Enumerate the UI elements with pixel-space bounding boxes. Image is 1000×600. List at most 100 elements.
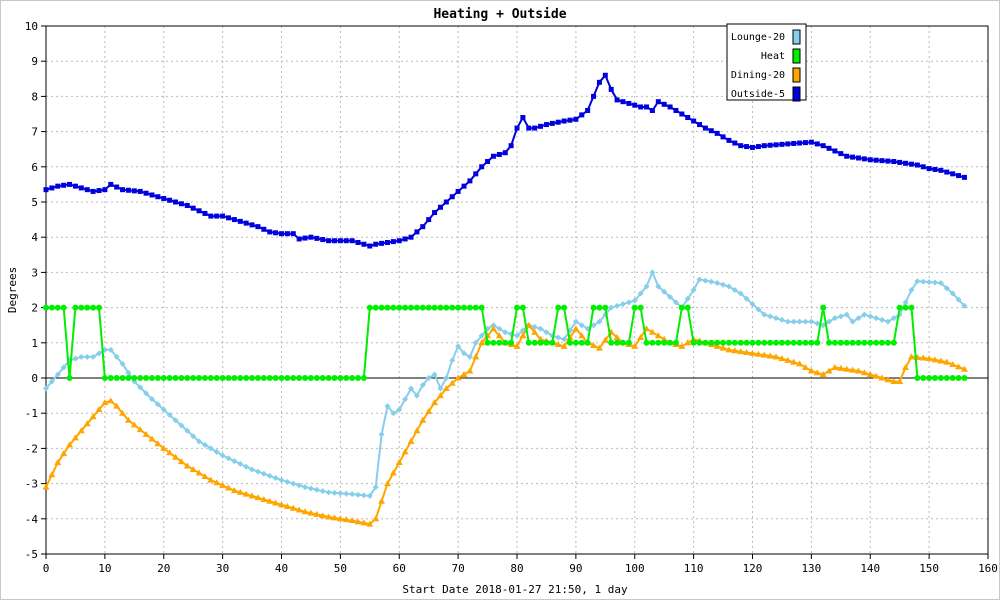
y-tick-label: 3 bbox=[31, 266, 38, 279]
data-point-lounge-20 bbox=[696, 276, 703, 283]
data-point-dining-20 bbox=[631, 342, 639, 349]
data-point-outside-5 bbox=[632, 102, 638, 108]
data-point-dining-20 bbox=[925, 355, 933, 362]
data-point-heat bbox=[455, 304, 462, 311]
data-point-lounge-20 bbox=[708, 278, 715, 285]
x-tick-label: 100 bbox=[625, 562, 645, 575]
data-point-dining-20 bbox=[401, 448, 409, 455]
data-point-outside-5 bbox=[873, 157, 879, 163]
data-point-dining-20 bbox=[383, 480, 391, 487]
data-point-outside-5 bbox=[767, 142, 773, 148]
x-tick-label: 10 bbox=[98, 562, 111, 575]
data-point-dining-20 bbox=[778, 355, 786, 362]
data-point-lounge-20 bbox=[955, 296, 962, 303]
data-point-dining-20 bbox=[213, 479, 221, 486]
legend: Lounge-20 Heat Dining-20 Outside-5 bbox=[726, 23, 807, 102]
data-point-heat bbox=[302, 375, 309, 381]
legend-swatch-lounge-20 bbox=[792, 29, 801, 45]
x-axis-label: Start Date 2018-01-27 21:50, 1 day bbox=[402, 583, 628, 596]
x-tick-label: 120 bbox=[743, 562, 763, 575]
data-point-dining-20 bbox=[166, 449, 174, 456]
data-point-outside-5 bbox=[455, 188, 461, 194]
data-point-dining-20 bbox=[60, 450, 68, 457]
data-point-lounge-20 bbox=[761, 311, 768, 318]
data-point-heat bbox=[672, 339, 679, 346]
data-point-heat bbox=[667, 339, 674, 346]
data-point-outside-5 bbox=[61, 182, 67, 188]
data-point-heat bbox=[519, 304, 526, 311]
data-point-heat bbox=[266, 375, 273, 381]
data-point-outside-5 bbox=[414, 229, 420, 235]
data-point-lounge-20 bbox=[932, 279, 939, 286]
data-point-lounge-20 bbox=[378, 431, 385, 438]
data-point-lounge-20 bbox=[213, 448, 220, 455]
data-point-heat bbox=[184, 375, 191, 381]
data-point-lounge-20 bbox=[855, 315, 862, 322]
data-point-outside-5 bbox=[55, 183, 61, 189]
data-point-lounge-20 bbox=[43, 385, 49, 392]
data-point-outside-5 bbox=[43, 187, 49, 193]
data-point-lounge-20 bbox=[225, 455, 232, 462]
data-point-lounge-20 bbox=[178, 422, 185, 429]
data-point-outside-5 bbox=[208, 213, 214, 219]
data-point-dining-20 bbox=[177, 458, 185, 465]
data-point-heat bbox=[54, 304, 61, 311]
data-point-heat bbox=[443, 304, 450, 311]
data-point-outside-5 bbox=[402, 236, 408, 242]
data-point-outside-5 bbox=[173, 199, 179, 205]
data-point-outside-5 bbox=[67, 181, 73, 187]
data-point-outside-5 bbox=[261, 226, 267, 232]
data-point-heat bbox=[932, 375, 939, 381]
data-point-dining-20 bbox=[884, 376, 892, 383]
data-point-dining-20 bbox=[860, 369, 868, 376]
data-point-outside-5 bbox=[950, 171, 956, 177]
data-point-dining-20 bbox=[772, 353, 780, 360]
data-point-lounge-20 bbox=[614, 302, 621, 309]
data-point-outside-5 bbox=[508, 143, 514, 149]
data-point-heat bbox=[855, 339, 862, 346]
data-point-outside-5 bbox=[326, 238, 332, 244]
data-point-outside-5 bbox=[78, 185, 84, 191]
data-point-outside-5 bbox=[791, 140, 797, 146]
data-point-heat bbox=[154, 375, 161, 381]
data-point-heat bbox=[396, 304, 403, 311]
data-point-dining-20 bbox=[813, 369, 821, 376]
data-point-lounge-20 bbox=[143, 390, 150, 397]
data-point-lounge-20 bbox=[531, 323, 538, 330]
data-point-dining-20 bbox=[71, 434, 79, 441]
data-point-heat bbox=[472, 304, 479, 311]
data-point-heat bbox=[714, 339, 721, 346]
data-point-heat bbox=[48, 304, 55, 311]
data-point-dining-20 bbox=[960, 365, 968, 372]
data-point-outside-5 bbox=[485, 159, 491, 165]
data-point-outside-5 bbox=[714, 130, 720, 136]
data-point-outside-5 bbox=[449, 194, 455, 200]
data-point-heat bbox=[637, 304, 644, 311]
data-point-outside-5 bbox=[844, 153, 850, 159]
data-point-heat bbox=[260, 375, 267, 381]
data-point-outside-5 bbox=[661, 101, 667, 107]
data-point-dining-20 bbox=[731, 347, 739, 354]
data-point-lounge-20 bbox=[631, 297, 638, 304]
data-point-dining-20 bbox=[907, 353, 915, 360]
data-point-lounge-20 bbox=[455, 343, 462, 350]
data-point-lounge-20 bbox=[831, 315, 838, 322]
data-point-heat bbox=[926, 375, 933, 381]
data-point-outside-5 bbox=[773, 142, 779, 148]
y-tick-label: 10 bbox=[25, 20, 38, 33]
data-point-lounge-20 bbox=[172, 417, 179, 424]
data-point-outside-5 bbox=[178, 201, 184, 207]
data-point-dining-20 bbox=[560, 342, 568, 349]
data-point-heat bbox=[784, 339, 791, 346]
data-point-outside-5 bbox=[738, 143, 744, 149]
data-point-lounge-20 bbox=[578, 322, 585, 329]
data-point-heat bbox=[514, 304, 520, 311]
data-point-outside-5 bbox=[614, 97, 620, 103]
data-point-lounge-20 bbox=[767, 313, 774, 320]
legend-swatch-dining-20 bbox=[792, 67, 801, 83]
legend-label-dining-20: Dining-20 bbox=[731, 70, 785, 81]
data-point-lounge-20 bbox=[914, 278, 921, 285]
data-point-lounge-20 bbox=[826, 318, 833, 325]
data-point-lounge-20 bbox=[619, 301, 626, 308]
